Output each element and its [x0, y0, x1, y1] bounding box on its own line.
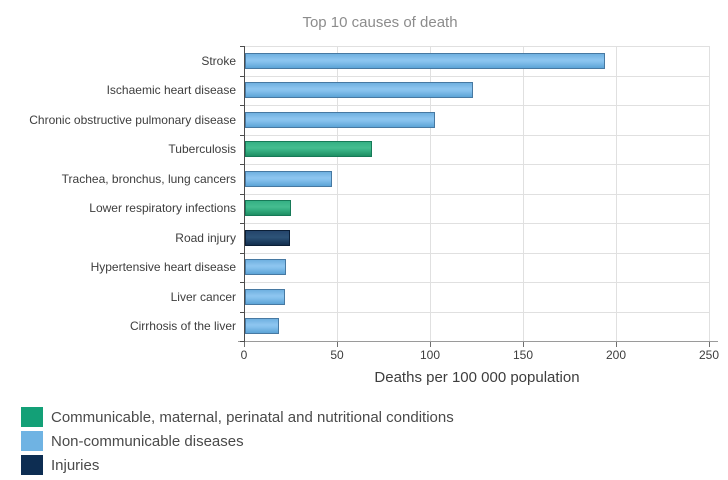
category-label: Hypertensive heart disease: [90, 260, 236, 275]
bar[interactable]: [245, 170, 332, 187]
v-gridline: [616, 46, 617, 341]
x-tick: [430, 342, 431, 347]
legend-label: Communicable, maternal, perinatal and nu…: [51, 408, 454, 426]
h-gridline: [244, 223, 709, 224]
h-gridline: [244, 75, 709, 77]
h-gridline: [244, 105, 709, 106]
legend-swatch: [21, 407, 43, 427]
category-label: Ischaemic heart disease: [106, 83, 236, 98]
legend-item[interactable]: Injuries: [21, 455, 99, 475]
y-tick: [240, 75, 244, 77]
bar[interactable]: [245, 111, 435, 128]
y-tick: [240, 193, 244, 195]
y-tick: [240, 282, 244, 283]
legend-label: Injuries: [51, 456, 100, 474]
bar[interactable]: [245, 318, 279, 335]
bar[interactable]: [245, 200, 291, 217]
v-gridline: [709, 46, 710, 341]
category-label: Trachea, bronchus, lung cancers: [61, 171, 236, 186]
x-tick-label: 250: [698, 348, 720, 362]
category-label: Stroke: [201, 53, 236, 68]
bar[interactable]: [245, 141, 372, 158]
v-gridline: [430, 46, 431, 341]
y-tick: [240, 311, 244, 313]
x-tick-label: 100: [419, 348, 441, 362]
y-tick: [240, 134, 244, 136]
x-tick: [244, 342, 245, 347]
legend-label: Non-communicable diseases: [51, 432, 244, 450]
bar[interactable]: [245, 288, 286, 305]
y-tick: [240, 252, 244, 254]
legend-item[interactable]: Non-communicable diseases: [21, 431, 244, 451]
y-axis-line: [244, 46, 245, 346]
h-gridline: [244, 134, 709, 136]
category-label: Tuberculosis: [168, 142, 236, 157]
x-tick-label: 200: [605, 348, 627, 362]
category-label: Lower respiratory infections: [89, 201, 236, 216]
legend-swatch: [21, 431, 43, 451]
category-label: Liver cancer: [170, 289, 236, 304]
h-gridline: [244, 46, 709, 47]
bar[interactable]: [245, 259, 286, 276]
bar[interactable]: [245, 52, 605, 69]
h-gridline: [244, 311, 709, 313]
y-tick: [240, 341, 244, 342]
category-label: Road injury: [175, 230, 236, 245]
y-tick: [240, 164, 244, 165]
x-tick-label: 0: [240, 348, 248, 362]
x-tick: [523, 342, 524, 347]
h-gridline: [244, 282, 709, 283]
h-gridline: [244, 164, 709, 165]
bar[interactable]: [245, 82, 473, 99]
legend-swatch: [21, 455, 43, 475]
x-tick: [616, 342, 617, 347]
bar[interactable]: [245, 229, 291, 246]
x-tick-label: 50: [330, 348, 344, 362]
y-tick: [240, 46, 244, 47]
chart-title: Top 10 causes of death: [302, 14, 458, 31]
x-tick-label: 150: [512, 348, 534, 362]
v-gridline: [337, 46, 338, 341]
x-axis-title: Deaths per 100 000 population: [374, 369, 580, 386]
y-tick: [240, 223, 244, 224]
x-tick: [337, 342, 338, 347]
x-axis-line: [238, 341, 718, 342]
x-tick: [709, 342, 710, 347]
h-gridline: [244, 252, 709, 254]
v-gridline: [523, 46, 524, 341]
category-label: Cirrhosis of the liver: [129, 319, 236, 334]
legend-item[interactable]: Communicable, maternal, perinatal and nu…: [21, 407, 454, 427]
y-tick: [240, 105, 244, 106]
h-gridline: [244, 193, 709, 195]
category-label: Chronic obstructive pulmonary disease: [29, 112, 236, 127]
